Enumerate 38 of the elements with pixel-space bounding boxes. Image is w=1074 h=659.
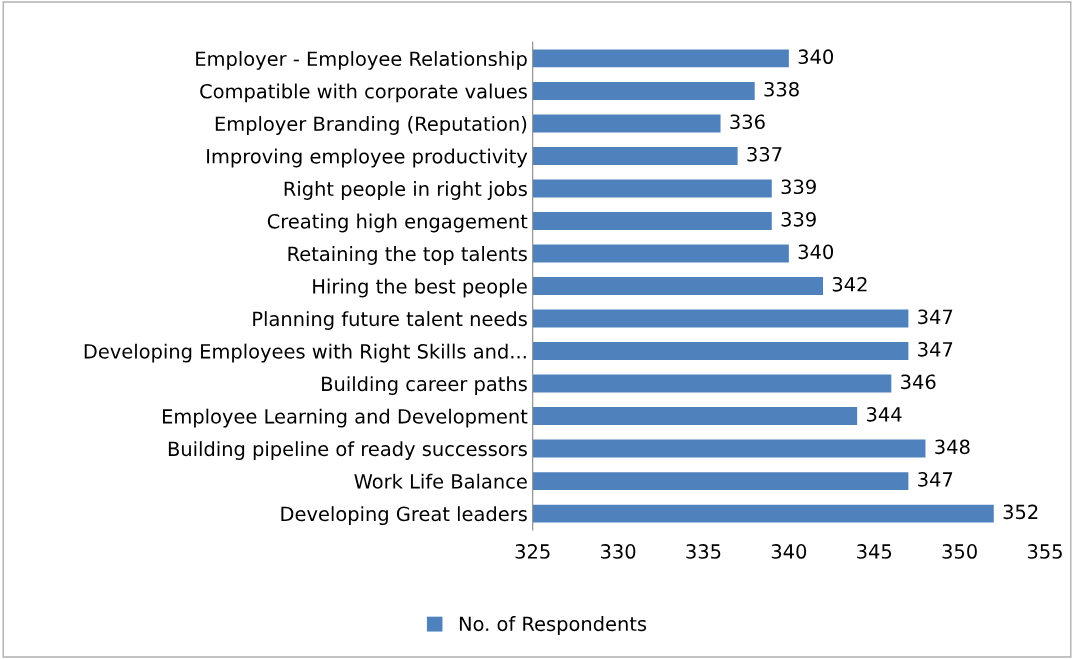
y-tick-label: Creating high engagement [267, 213, 528, 233]
y-tick-label: Retaining the top talents [288, 246, 527, 265]
x-tick-label: 355 [1027, 544, 1062, 559]
x-tick-label: 345 [857, 544, 892, 559]
y-tick-label: Right people in right jobs [284, 181, 527, 200]
y-tick-label: Improving employee productivity [207, 148, 528, 168]
x-tick-label: 325 [515, 544, 550, 559]
data-label: 340 [798, 244, 834, 260]
y-tick-label: Hiring the best people [313, 278, 527, 298]
y-tick-label: Developing Great leaders [281, 506, 527, 526]
y-tick-label: Employer Branding (Reputation) [215, 116, 527, 135]
data-label: 346 [901, 374, 936, 390]
data-label: 339 [781, 211, 816, 227]
data-label: 347 [918, 472, 953, 487]
data-label: 340 [798, 49, 834, 65]
x-tick-label: 350 [942, 544, 977, 559]
y-tick-label: Building career paths [322, 376, 527, 395]
y-tick-label: Developing Employees with Right Skills and... [84, 343, 526, 363]
data-label: 337 [747, 146, 782, 162]
data-label: 338 [764, 81, 799, 97]
x-tick-label: 335 [686, 544, 721, 559]
y-tick-label: Employee Learning and Development [163, 408, 528, 428]
x-tick-label: 330 [601, 544, 636, 559]
data-label: 342 [832, 276, 867, 292]
y-tick-label: Employer - Employee Relationship [196, 51, 527, 70]
legend-label: No. of Respondents [459, 616, 647, 635]
data-label: 347 [918, 341, 953, 357]
y-tick-label: Work Life Balance [354, 473, 527, 489]
data-label: 344 [866, 406, 902, 422]
y-tick-label: Compatible with corporate values [200, 83, 527, 103]
x-tick-label: 340 [771, 544, 807, 559]
y-tick-label: Building pipeline of ready successors [168, 441, 527, 460]
data-label: 348 [935, 439, 970, 455]
data-label: 336 [730, 114, 765, 130]
y-tick-label: Planning future talent needs [253, 311, 527, 330]
data-label: 347 [918, 309, 953, 325]
data-label: 352 [1003, 504, 1038, 520]
data-label: 339 [781, 179, 816, 195]
